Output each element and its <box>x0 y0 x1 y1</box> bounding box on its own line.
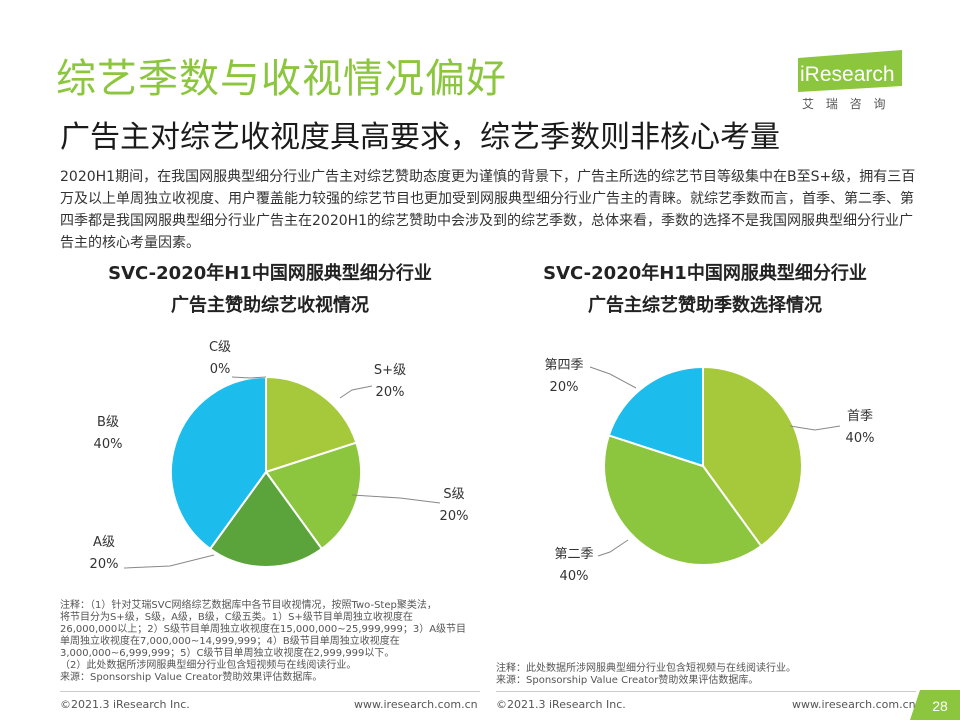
left-label-a: A级 20% <box>82 532 126 576</box>
note-line: 来源：Sponsorship Value Creator赞助效果评估数据库。 <box>60 672 323 683</box>
right-pie-slice-1 <box>603 434 763 566</box>
right-leader-first <box>789 425 841 431</box>
right-notes: 注释：此处数据所涉网服典型细分行业包含短视频与在线阅读行业。 来源：Sponso… <box>496 663 916 687</box>
left-chart-title-line2: 广告主赞助综艺收视情况 <box>171 295 369 316</box>
left-pie-slice-2 <box>264 441 362 551</box>
left-pie-slice-1 <box>265 375 358 474</box>
note-line: 单周独立收视度在7,000,000~14,999,999；4）B级节目单周独立收… <box>60 636 400 647</box>
right-label-first-value: 40% <box>845 431 875 446</box>
page-title: 综艺季数与收视情况偏好 <box>56 56 507 102</box>
logo-text: iResearch <box>800 63 895 86</box>
right-label-fourth-value: 20% <box>549 380 579 395</box>
right-chart-title: SVC-2020年H1中国网服典型细分行业 广告主综艺赞助季数选择情况 <box>500 258 910 322</box>
left-label-b-value: 40% <box>93 437 123 452</box>
right-label-first-name: 首季 <box>846 409 873 424</box>
left-label-s-name: S级 <box>443 487 465 502</box>
page-subtitle: 广告主对综艺收视度具高要求，综艺季数则非核心考量 <box>60 120 780 155</box>
left-label-s: S级 20% <box>432 484 476 528</box>
left-label-a-value: 20% <box>89 557 119 572</box>
footer-divider-right <box>496 691 916 692</box>
note-line: （2）此处数据所涉网服典型细分行业包含短视频与在线阅读行业。 <box>60 660 357 671</box>
left-label-b: B级 40% <box>86 412 130 456</box>
intro-paragraph: 2020H1期间，在我国网服典型细分行业广告主对综艺赞助态度更为谨慎的背景下，广… <box>60 169 916 251</box>
right-leader-fourth <box>589 366 637 389</box>
left-chart-title-line1: SVC-2020年H1中国网服典型细分行业 <box>108 263 432 284</box>
left-chart-title: SVC-2020年H1中国网服典型细分行业 广告主赞助综艺收视情况 <box>60 258 480 322</box>
page-number-badge: 28 <box>910 690 960 720</box>
left-leader-splus <box>339 385 373 399</box>
right-pie-slice-2 <box>607 365 704 468</box>
right-label-second-name: 第二季 <box>554 547 594 562</box>
right-label-fourth: 第四季 20% <box>534 355 594 399</box>
page-number: 28 <box>932 698 948 714</box>
right-pie-slice-0 <box>702 365 803 548</box>
logo-cn-text: 艾 瑞 咨 询 <box>802 96 889 111</box>
left-leader-c <box>231 376 267 379</box>
left-label-c-value: 0% <box>209 362 231 377</box>
right-label-fourth-name: 第四季 <box>544 358 584 373</box>
left-label-splus-value: 20% <box>375 385 405 400</box>
right-leader-second <box>597 539 629 557</box>
left-notes: 注释：（1）针对艾瑞SVC网络综艺数据库中各节目收视情况，按照Two-Step聚… <box>60 600 480 684</box>
note-line: 注释：（1）针对艾瑞SVC网络综艺数据库中各节目收视情况，按照Two-Step聚… <box>60 600 437 611</box>
note-line: 将节目分为S+级，S级，A级，B级，C级五类。1）S+级节目单周独立收视度在 <box>60 612 413 623</box>
right-label-second-value: 40% <box>559 569 589 584</box>
right-chart-title-line2: 广告主综艺赞助季数选择情况 <box>588 295 822 316</box>
iresearch-logo: iResearch 艾 瑞 咨 询 <box>790 48 910 118</box>
right-label-first: 首季 40% <box>832 406 888 450</box>
footer-divider-left <box>60 691 480 692</box>
footer-url-left[interactable]: www.iresearch.com.cn <box>354 698 478 711</box>
left-label-splus: S+级 20% <box>365 360 415 404</box>
logo-graphic: iResearch 艾 瑞 咨 询 <box>798 50 902 111</box>
left-label-a-name: A级 <box>93 535 115 550</box>
note-line: 来源：Sponsorship Value Creator赞助效果评估数据库。 <box>496 675 759 686</box>
left-label-s-value: 20% <box>439 509 469 524</box>
left-leader-s <box>351 494 441 504</box>
left-leader-a <box>123 554 215 569</box>
left-pie-slice-3 <box>208 470 324 568</box>
footer-copyright-left: ©2021.3 iResearch Inc. <box>60 698 190 711</box>
note-line: 注释：此处数据所涉网服典型细分行业包含短视频与在线阅读行业。 <box>496 663 796 674</box>
left-pie-slice-4 <box>170 375 267 551</box>
page-number-shape: 28 <box>910 690 960 720</box>
right-label-second: 第二季 40% <box>544 544 604 588</box>
note-line: 26,000,000以上；2）S级节目单周独立收视度在15,000,000~25… <box>60 624 467 635</box>
note-line: 3,000,000~6,999,999；5）C级节目单周独立收视度在2,999,… <box>60 648 395 659</box>
left-label-splus-name: S+级 <box>373 363 407 378</box>
left-label-c-name: C级 <box>208 340 232 355</box>
footer-url-right[interactable]: www.iresearch.com.cn <box>792 698 916 711</box>
left-label-c: C级 0% <box>200 337 240 381</box>
right-chart-title-line1: SVC-2020年H1中国网服典型细分行业 <box>543 263 867 284</box>
footer-copyright-right: ©2021.3 iResearch Inc. <box>496 698 626 711</box>
left-label-b-name: B级 <box>97 415 119 430</box>
